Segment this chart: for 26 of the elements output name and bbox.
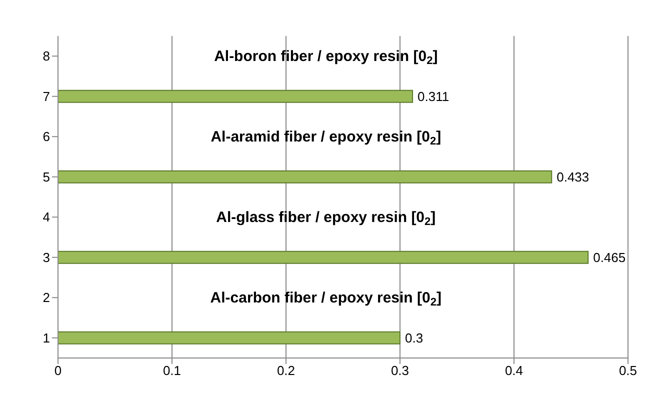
y-tick-label: 5: [42, 169, 50, 184]
bar: [58, 250, 589, 264]
y-tick-label: 8: [42, 48, 50, 64]
y-tick-label: 6: [42, 129, 50, 144]
x-tick-label: 0.4: [504, 363, 524, 378]
x-tick-label: 0.2: [276, 363, 296, 378]
y-tick-label: 1: [42, 330, 50, 346]
annotation: Al-aramid fiber / epoxy resin [0$_{2}$]: [210, 128, 442, 148]
x-tick-label: 0.3: [390, 363, 410, 378]
y-tick-label: 3: [42, 250, 50, 265]
bar: [58, 90, 414, 103]
data-label: 0.465: [593, 250, 626, 265]
data-label: 0.433: [556, 169, 590, 184]
data-label: 0.3: [405, 330, 424, 346]
y-tick-label: 4: [42, 210, 50, 225]
y-tick-label: 2: [42, 290, 50, 306]
bar: [58, 170, 552, 184]
annotation: Al-boron fiber / epoxy resin [0$_{2}$]: [214, 48, 438, 68]
y-tick-label: 7: [42, 88, 50, 104]
x-tick-label: 0.1: [162, 363, 182, 378]
data-label: 0.311: [418, 88, 450, 104]
x-tick-label: 0: [54, 363, 62, 378]
annotation: Al-glass fiber / epoxy resin [0$_{2}$]: [216, 209, 436, 228]
annotation: Al-carbon fiber / epoxy resin [0$_{2}$]: [210, 290, 442, 309]
x-tick-label: 0.5: [618, 363, 638, 378]
bar: [58, 331, 400, 344]
